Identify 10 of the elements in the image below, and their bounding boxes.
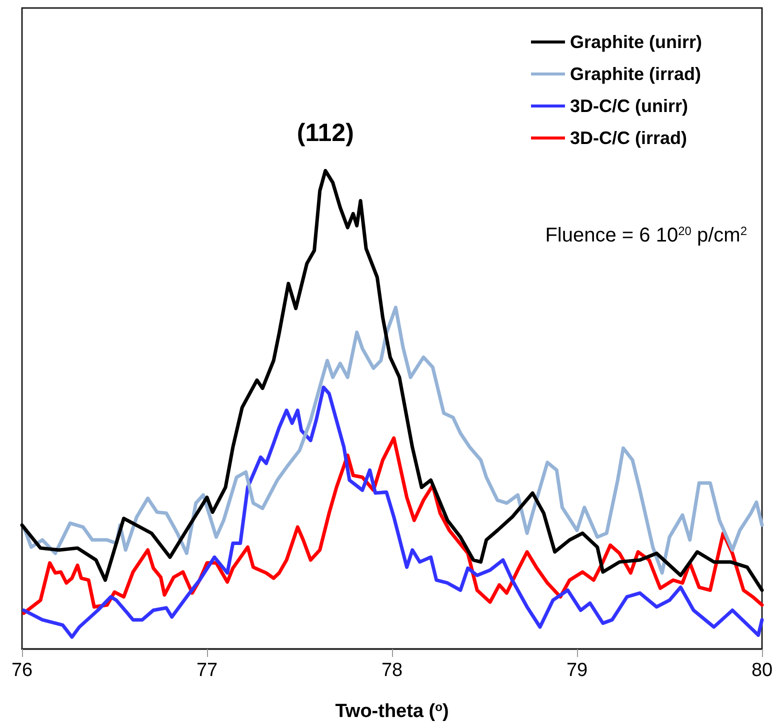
legend-label: 3D-C/C (irrad)	[570, 128, 688, 148]
annotation: (112)	[296, 119, 354, 148]
legend-label: Graphite (irrad)	[570, 64, 702, 84]
x-tick-label: 80	[751, 660, 773, 681]
legend-label: 3D-C/C (unirr)	[570, 96, 688, 116]
x-tick-label: 76	[11, 660, 33, 681]
x-tick-label: 79	[566, 660, 588, 681]
x-tick-label: 77	[196, 660, 218, 681]
x-tick-label: 78	[381, 660, 403, 681]
legend-label: Graphite (unirr)	[570, 32, 702, 52]
